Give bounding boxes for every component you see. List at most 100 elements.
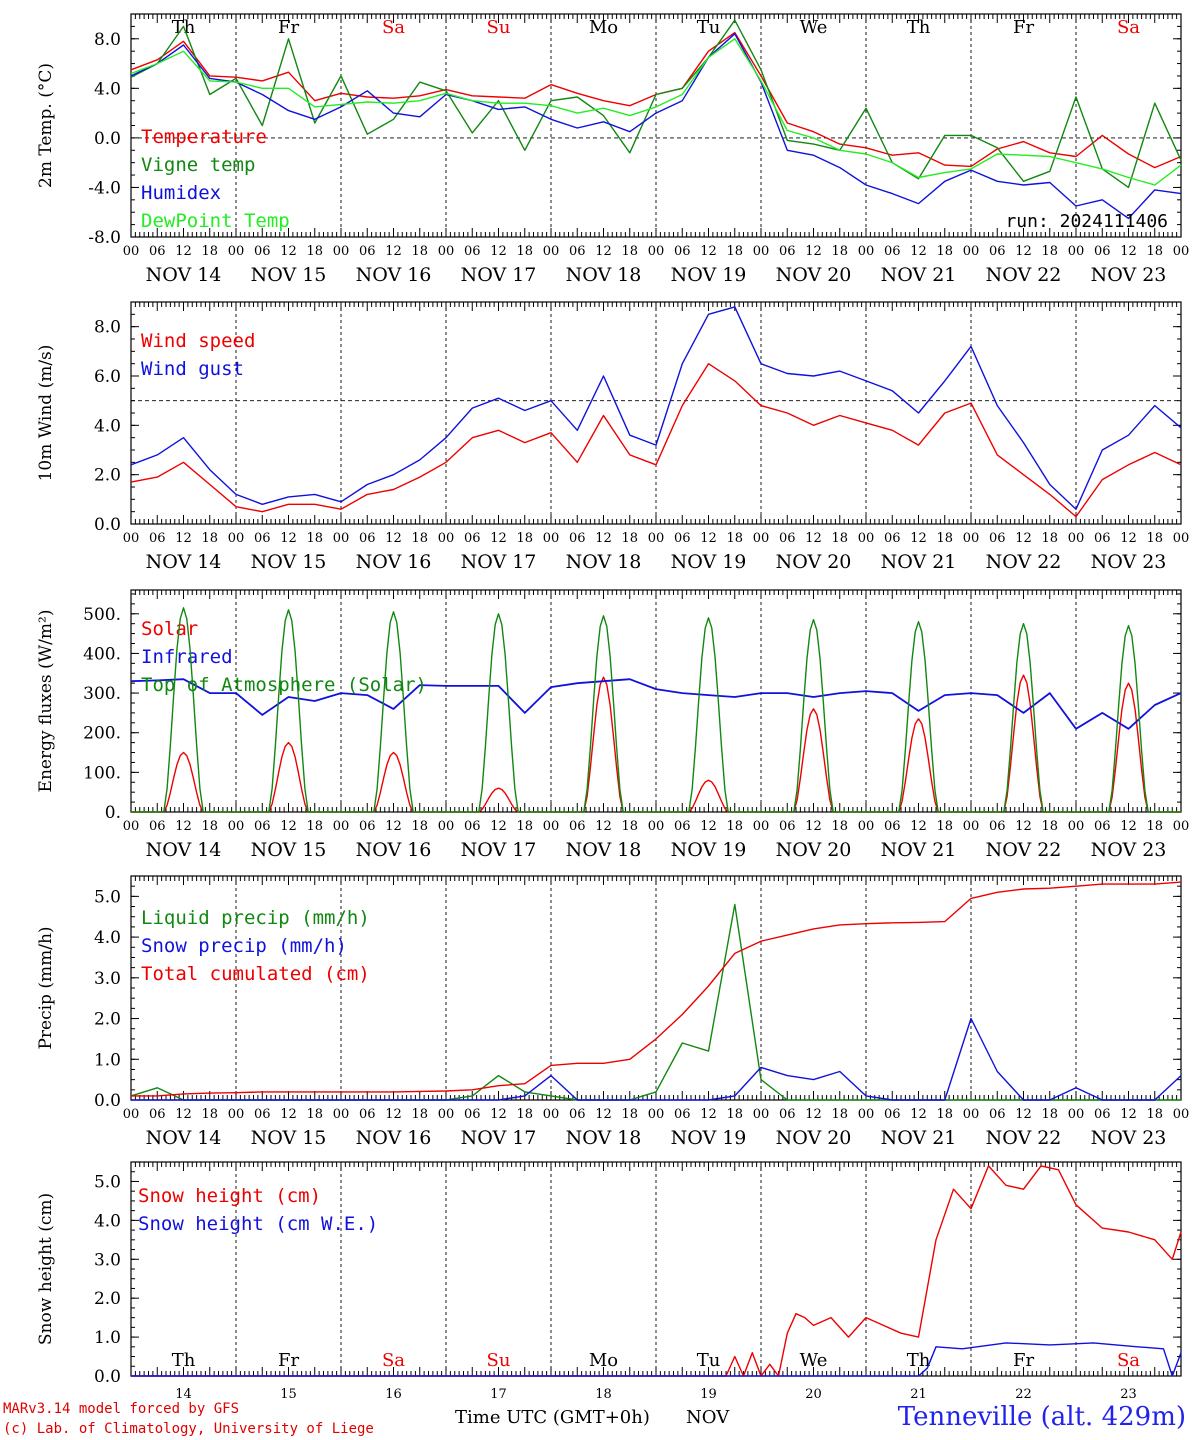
- y-tick-label: 0.0: [94, 129, 121, 149]
- hour-tick-label: 06: [1094, 1107, 1111, 1122]
- hour-tick-label: 18: [1146, 244, 1163, 259]
- hour-tick-label: 18: [1146, 1107, 1163, 1122]
- weekday-label: Sa: [382, 1350, 405, 1371]
- hour-tick-label: 00: [963, 244, 980, 259]
- hour-tick-label: 06: [989, 819, 1006, 834]
- hour-tick-label: 06: [359, 244, 376, 259]
- legend-entry: Snow height (cm): [138, 1185, 321, 1207]
- hour-tick-label: 00: [753, 1107, 770, 1122]
- hour-tick-label: 18: [1146, 819, 1163, 834]
- lab-credit: (c) Lab. of Climatology, University of L…: [3, 1421, 374, 1437]
- hour-tick-label: 00: [963, 1107, 980, 1122]
- hour-tick-label: 00: [753, 819, 770, 834]
- weekday-label: Mo: [589, 17, 618, 38]
- date-label: NOV 15: [251, 839, 327, 861]
- hour-tick-label: 06: [254, 244, 271, 259]
- day-number-label: 19: [700, 1387, 717, 1400]
- hour-tick-label: 18: [831, 819, 848, 834]
- hour-tick-label: 00: [438, 1107, 455, 1122]
- legend-entry: Total cumulated (cm): [141, 963, 370, 985]
- time-axis-label: Time UTC (GMT+0h): [455, 1407, 650, 1428]
- y-tick-label: 500.: [83, 605, 121, 625]
- hour-tick-label: 00: [543, 819, 560, 834]
- series-line-blue: [131, 1342, 1182, 1377]
- hour-tick-label: 00: [1173, 244, 1190, 259]
- y-axis-label: 10m Wind (m/s): [36, 345, 56, 482]
- date-label: NOV 16: [356, 1127, 432, 1149]
- y-tick-label: 8.0: [94, 30, 121, 50]
- hour-tick-label: 06: [464, 819, 481, 834]
- weekday-label: Tu: [697, 17, 721, 38]
- hour-tick-label: 00: [648, 1107, 665, 1122]
- hour-tick-label: 00: [1173, 1107, 1190, 1122]
- y-tick-label: 100.: [83, 763, 121, 783]
- hour-tick-label: 06: [254, 531, 271, 546]
- date-label: NOV 17: [461, 264, 537, 286]
- hour-tick-label: 00: [123, 531, 140, 546]
- hour-tick-label: 18: [411, 819, 428, 834]
- hour-tick-label: 00: [648, 819, 665, 834]
- hour-tick-label: 00: [858, 1107, 875, 1122]
- date-label: NOV 14: [146, 1127, 222, 1149]
- y-tick-label: 400.: [83, 644, 121, 664]
- hour-tick-label: 00: [438, 244, 455, 259]
- hour-tick-label: 12: [490, 1107, 507, 1122]
- series-line-blue: [130, 33, 1182, 220]
- hour-tick-label: 12: [595, 819, 612, 834]
- hour-tick-label: 18: [936, 531, 953, 546]
- y-tick-label: 2.0: [94, 466, 121, 486]
- legend-entry: Wind gust: [141, 358, 244, 380]
- y-tick-label: 200.: [83, 724, 121, 744]
- hour-tick-label: 00: [648, 244, 665, 259]
- hour-tick-label: 12: [175, 1107, 192, 1122]
- hour-tick-label: 18: [936, 244, 953, 259]
- hour-tick-label: 06: [149, 531, 166, 546]
- series-line-green: [131, 607, 1181, 813]
- hour-tick-label: 06: [464, 531, 481, 546]
- legend-entry: Snow precip (mm/h): [141, 935, 347, 957]
- chart-panel-4: 5.0 4.0 3.0 2.0 1.0 0.0 Precip (mm/h) 00 06 12 18 0…: [36, 875, 1190, 1149]
- hour-tick-label: 00: [858, 819, 875, 834]
- time-ticks: [130, 1162, 1182, 1376]
- date-label: NOV 21: [881, 264, 957, 286]
- legend-entry: Temperature: [141, 126, 267, 148]
- date-label: NOV 20: [776, 1127, 852, 1149]
- date-label: NOV 20: [776, 839, 852, 861]
- hour-tick-label: 06: [254, 819, 271, 834]
- legend-entry: Infrared: [141, 646, 233, 668]
- hour-tick-label: 18: [726, 1107, 743, 1122]
- legend-entry: Vigne temp: [141, 154, 255, 176]
- hour-tick-label: 06: [569, 819, 586, 834]
- time-ticks: [130, 14, 1182, 237]
- y-tick-label: 0.0: [94, 1091, 121, 1111]
- weekday-label: Sa: [1117, 17, 1140, 38]
- weekday-label: Mo: [589, 1350, 618, 1371]
- hour-tick-label: 06: [569, 531, 586, 546]
- weekday-label: Fr: [278, 17, 299, 38]
- hour-tick-label: 12: [700, 819, 717, 834]
- y-tick-label: 3.0: [94, 1250, 121, 1270]
- date-label: NOV 18: [566, 264, 642, 286]
- hour-tick-label: 12: [1015, 244, 1032, 259]
- hour-tick-label: 18: [621, 244, 638, 259]
- hour-tick-label: 00: [753, 244, 770, 259]
- hour-tick-label: 00: [543, 1107, 560, 1122]
- hour-tick-label: 06: [1094, 244, 1111, 259]
- weekday-label: Su: [487, 17, 511, 38]
- hour-tick-label: 12: [385, 531, 402, 546]
- hour-tick-label: 18: [726, 819, 743, 834]
- date-label: NOV 15: [251, 264, 327, 286]
- hour-tick-label: 12: [280, 244, 297, 259]
- hour-tick-label: 12: [700, 244, 717, 259]
- legend-entry: Humidex: [141, 182, 221, 204]
- date-label: NOV 19: [671, 839, 747, 861]
- hour-tick-label: 12: [280, 819, 297, 834]
- hour-tick-label: 06: [884, 1107, 901, 1122]
- hour-tick-label: 06: [254, 1107, 271, 1122]
- date-label: NOV 19: [671, 551, 747, 573]
- hour-tick-label: 00: [858, 531, 875, 546]
- hour-tick-label: 18: [306, 531, 323, 546]
- y-tick-label: 2.0: [94, 1289, 121, 1309]
- date-label: NOV 19: [671, 1127, 747, 1149]
- hour-tick-label: 12: [490, 531, 507, 546]
